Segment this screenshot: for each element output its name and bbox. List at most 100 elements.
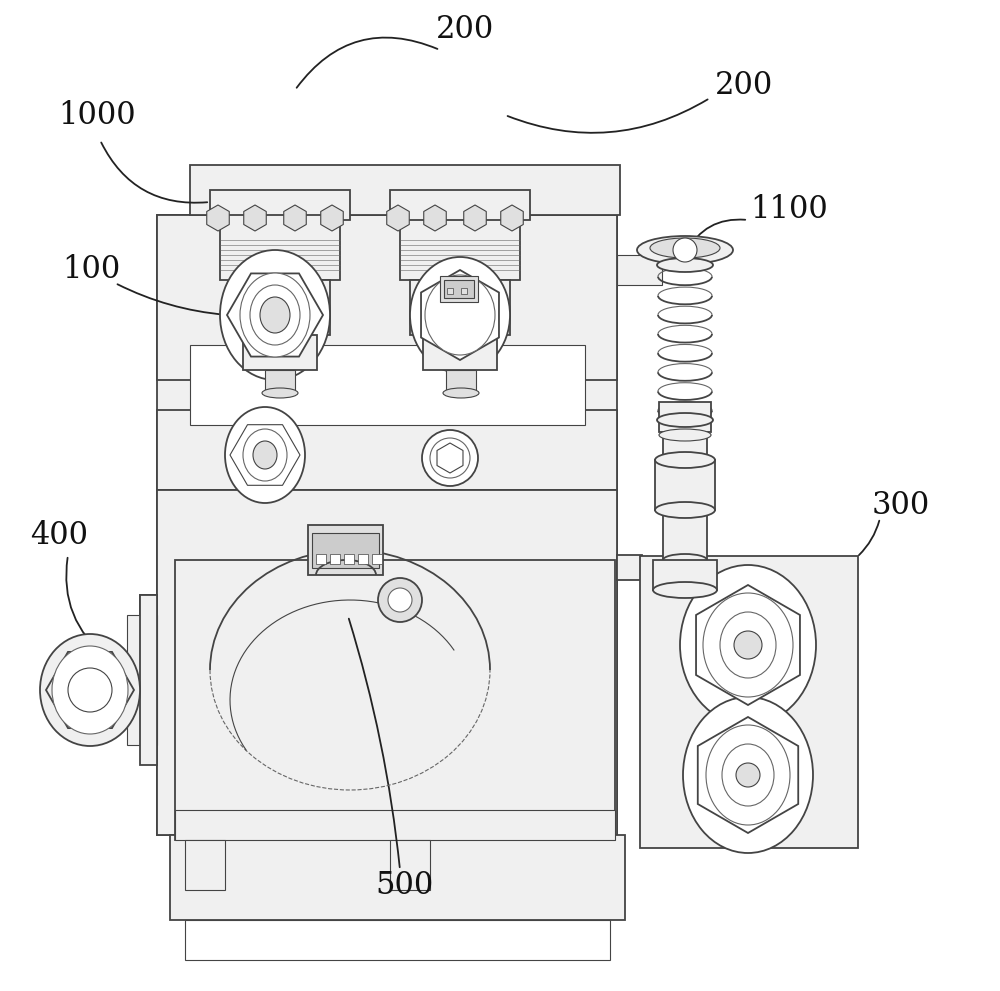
Bar <box>66 665 114 715</box>
Ellipse shape <box>262 388 298 398</box>
Polygon shape <box>227 274 323 357</box>
Bar <box>220 215 340 280</box>
Polygon shape <box>244 205 266 231</box>
Polygon shape <box>321 205 343 231</box>
Ellipse shape <box>706 725 790 825</box>
Bar <box>185 840 225 890</box>
Circle shape <box>736 763 760 787</box>
Ellipse shape <box>680 565 816 725</box>
Text: 1100: 1100 <box>750 194 828 226</box>
Bar <box>617 555 642 580</box>
Circle shape <box>673 238 697 262</box>
Bar <box>461 288 467 294</box>
Bar <box>423 335 497 370</box>
Circle shape <box>68 668 112 712</box>
Ellipse shape <box>425 275 495 355</box>
Bar <box>446 370 476 390</box>
Polygon shape <box>230 425 300 486</box>
Ellipse shape <box>655 452 715 468</box>
Ellipse shape <box>443 388 479 398</box>
Bar <box>653 560 717 590</box>
Bar <box>175 810 615 840</box>
Circle shape <box>422 430 478 486</box>
Polygon shape <box>696 585 800 705</box>
Ellipse shape <box>663 554 707 566</box>
Bar <box>230 280 330 335</box>
Ellipse shape <box>653 582 717 598</box>
Bar <box>659 402 711 432</box>
Ellipse shape <box>253 441 277 469</box>
Bar <box>410 280 510 335</box>
Polygon shape <box>501 205 523 231</box>
Polygon shape <box>207 205 229 231</box>
Bar <box>170 835 625 920</box>
Bar <box>316 554 326 564</box>
Bar <box>190 345 585 425</box>
Ellipse shape <box>650 238 720 258</box>
Ellipse shape <box>220 250 330 380</box>
Bar <box>358 554 368 564</box>
Circle shape <box>734 631 762 659</box>
Bar <box>140 595 157 765</box>
Text: 100: 100 <box>62 255 120 285</box>
Ellipse shape <box>659 429 711 441</box>
Ellipse shape <box>657 453 713 467</box>
Polygon shape <box>437 443 463 473</box>
Bar <box>330 554 340 564</box>
Bar <box>390 840 430 890</box>
Text: 200: 200 <box>715 69 773 100</box>
Bar <box>344 554 354 564</box>
Ellipse shape <box>225 407 305 503</box>
Bar <box>663 435 707 560</box>
Bar <box>243 335 317 370</box>
Bar <box>265 370 295 390</box>
Ellipse shape <box>657 413 713 427</box>
Circle shape <box>388 588 412 612</box>
Bar <box>390 190 530 220</box>
Ellipse shape <box>637 236 733 264</box>
Ellipse shape <box>250 285 300 345</box>
Bar <box>185 920 610 960</box>
Polygon shape <box>421 270 499 360</box>
Polygon shape <box>424 205 446 231</box>
Ellipse shape <box>52 646 128 734</box>
Ellipse shape <box>703 593 793 697</box>
Circle shape <box>378 578 422 622</box>
Polygon shape <box>46 652 134 728</box>
Ellipse shape <box>40 634 140 746</box>
Polygon shape <box>698 717 798 833</box>
Ellipse shape <box>243 429 287 481</box>
Bar <box>175 560 615 840</box>
Bar <box>640 556 858 848</box>
Bar <box>140 595 157 730</box>
Polygon shape <box>284 205 306 231</box>
Bar <box>127 615 157 745</box>
Polygon shape <box>464 205 486 231</box>
Text: 300: 300 <box>872 490 930 520</box>
Bar <box>308 525 383 575</box>
Polygon shape <box>387 205 409 231</box>
Text: 400: 400 <box>30 519 88 550</box>
Bar <box>372 554 382 564</box>
Ellipse shape <box>722 744 774 806</box>
Bar <box>210 190 350 220</box>
Bar <box>157 215 617 380</box>
Text: 500: 500 <box>376 869 434 901</box>
Bar <box>157 490 617 835</box>
Ellipse shape <box>240 273 310 357</box>
Bar <box>444 280 474 298</box>
Bar <box>447 288 453 294</box>
Bar <box>400 215 520 280</box>
Bar <box>157 410 617 490</box>
Bar <box>157 215 617 835</box>
Text: 1000: 1000 <box>58 99 136 131</box>
Ellipse shape <box>657 258 713 272</box>
Text: 200: 200 <box>436 15 494 46</box>
Bar <box>617 255 662 285</box>
Ellipse shape <box>410 257 510 373</box>
Bar <box>190 165 620 215</box>
Bar <box>312 533 379 568</box>
Bar <box>440 276 478 302</box>
Ellipse shape <box>720 612 776 678</box>
Ellipse shape <box>260 297 290 333</box>
